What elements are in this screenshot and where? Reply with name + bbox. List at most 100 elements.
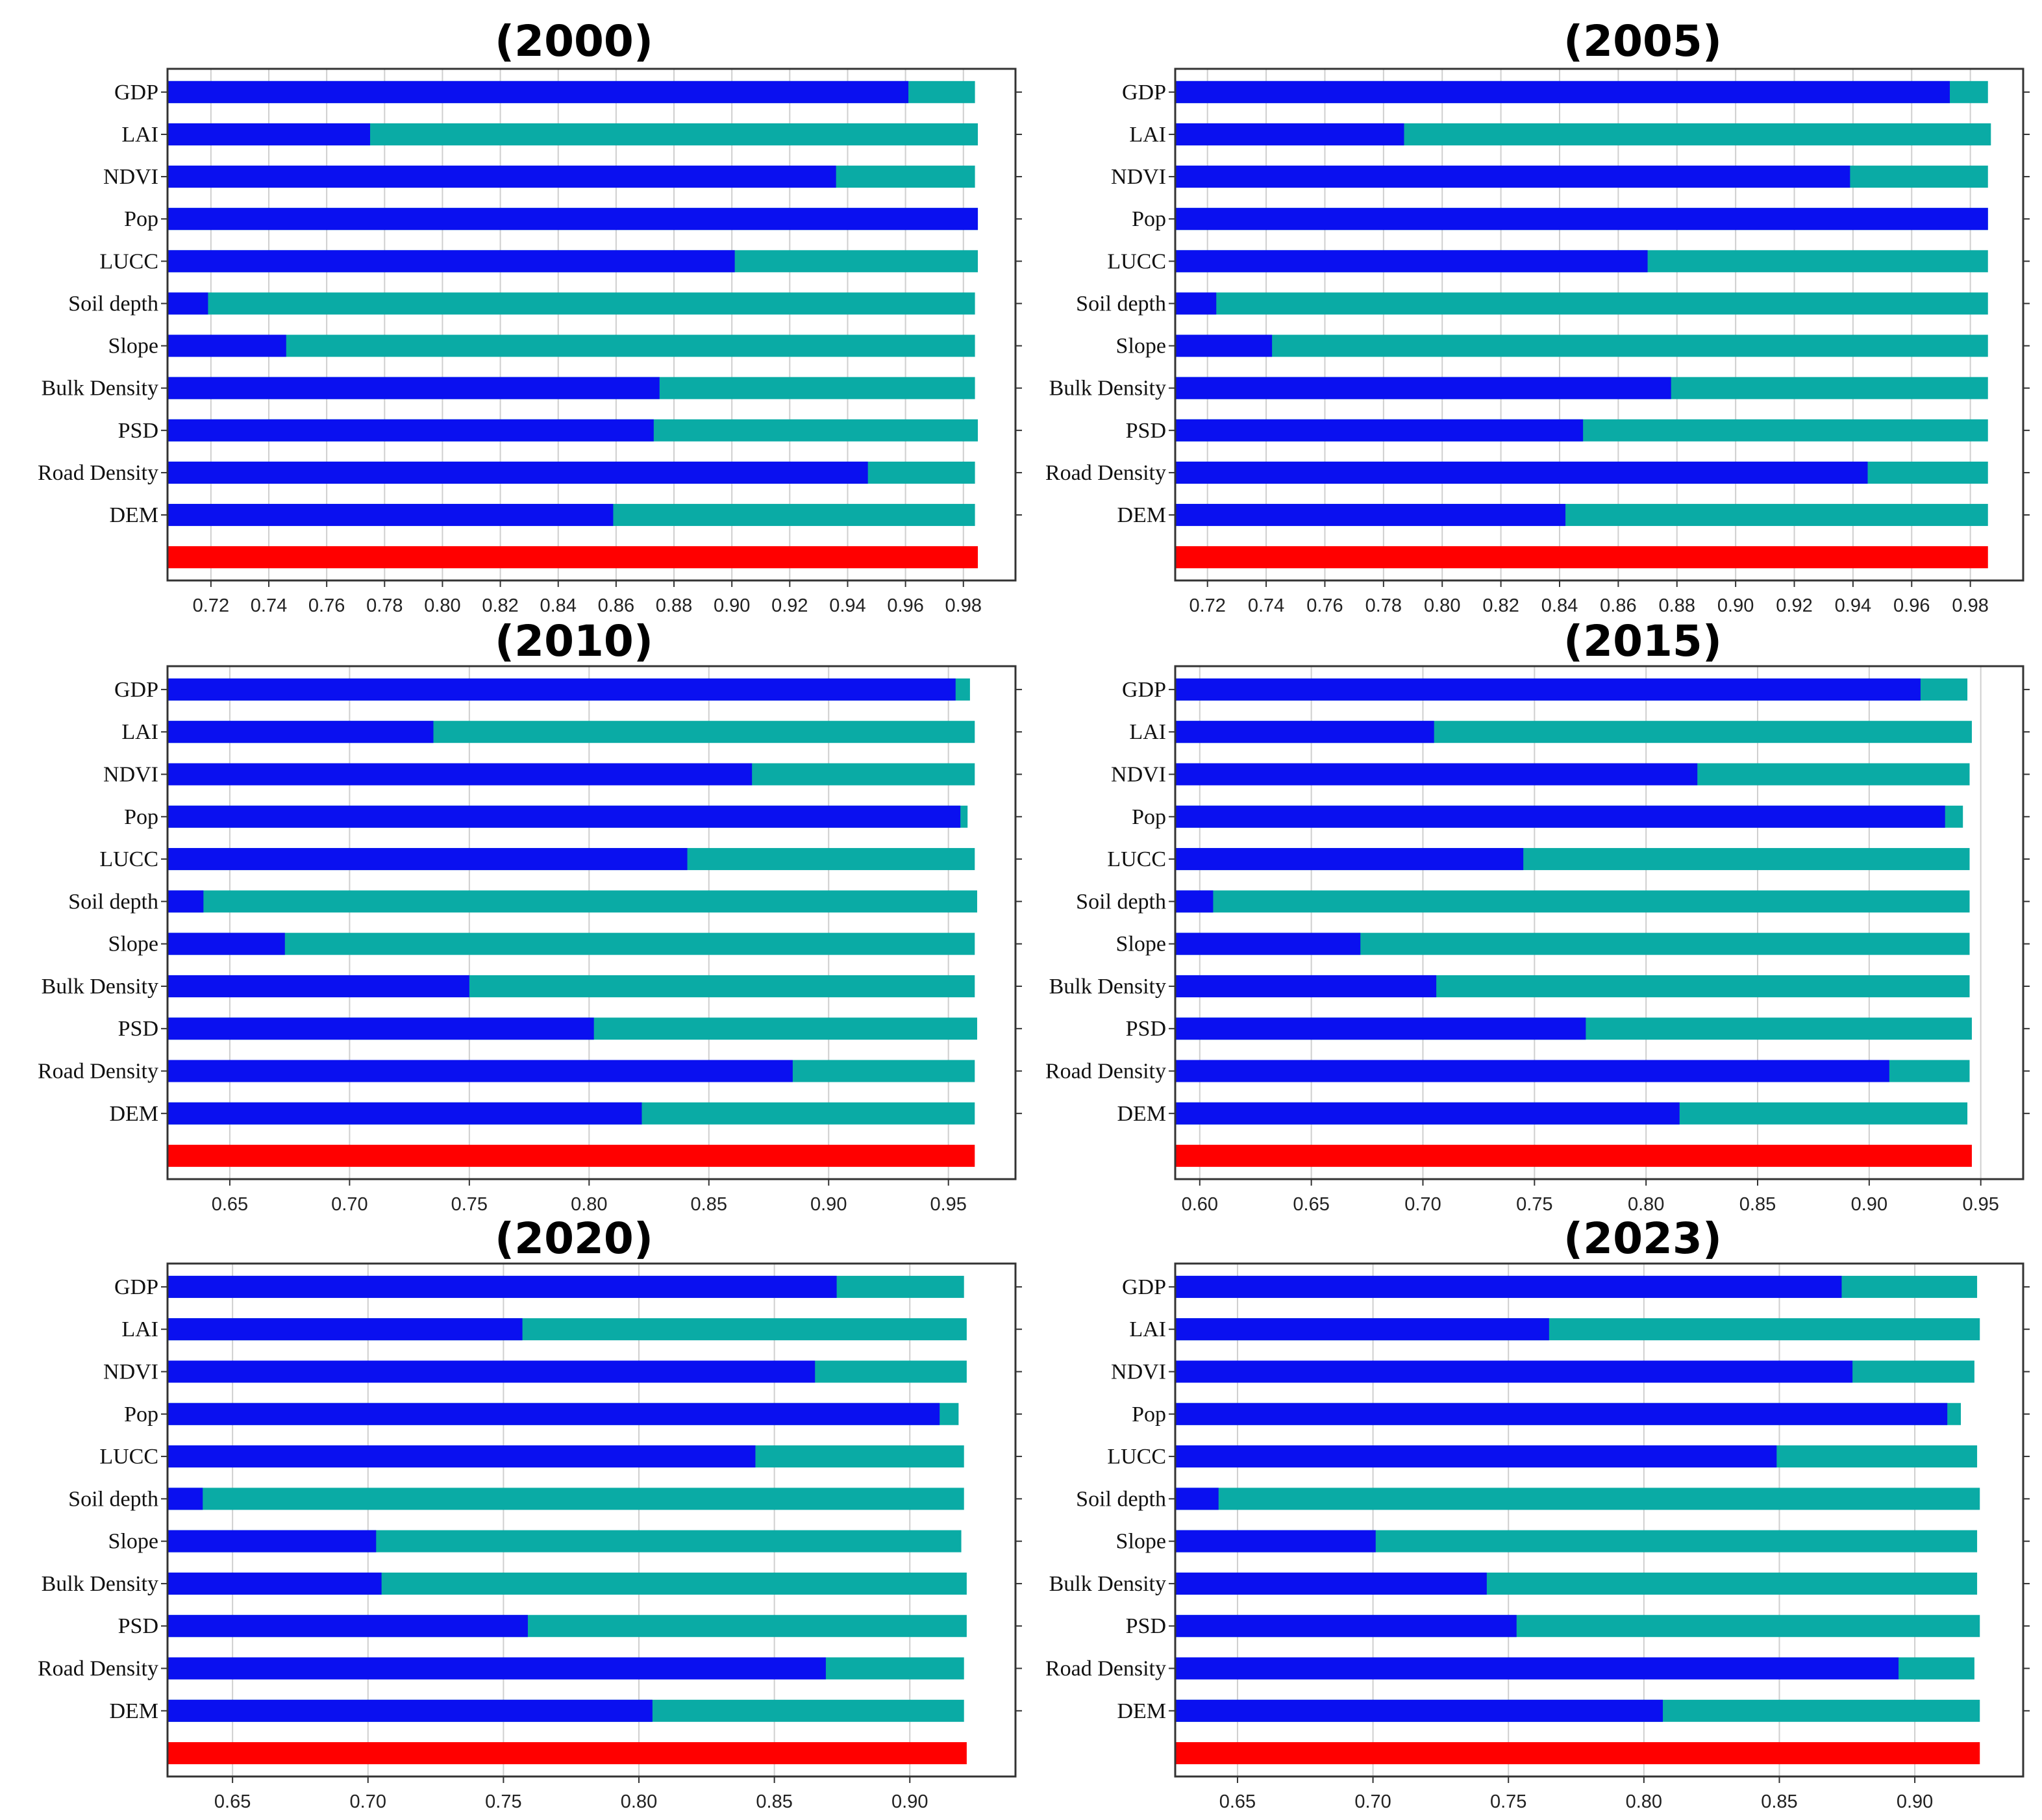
category-label: LAI — [121, 123, 158, 147]
x-tick-label: 0.90 — [891, 1791, 928, 1812]
value-bar — [168, 1445, 756, 1468]
category-label: DEM — [1117, 1699, 1166, 1723]
value-bar — [1175, 1657, 1899, 1680]
category-label: PSD — [118, 419, 158, 443]
category-label: Pop — [1132, 207, 1166, 231]
value-bar — [1175, 1530, 1376, 1552]
value-bar — [168, 932, 285, 955]
value-bar — [168, 81, 909, 103]
chart-panel-0: (2000) 0.72 0.74 0.76 0.78 0.80 0.82 0.84 0.86 0.… — [38, 16, 1022, 616]
plot-frame — [166, 1262, 1017, 1778]
total-bar — [1175, 1488, 1980, 1510]
category-label: LUCC — [1107, 1445, 1166, 1469]
value-bar — [168, 721, 434, 743]
x-tick-label: 0.74 — [251, 595, 287, 616]
value-bar — [168, 1318, 523, 1341]
value-bar — [1175, 1360, 1853, 1383]
plot-frame — [1174, 68, 2024, 582]
x-tick-label: 0.85 — [1761, 1791, 1797, 1812]
category-label: LAI — [1129, 1317, 1166, 1341]
x-tick-label: 0.88 — [1659, 595, 1695, 616]
x-tick-label: 0.85 — [1739, 1194, 1776, 1215]
category-label: Pop — [124, 805, 158, 829]
category-label: LUCC — [99, 249, 158, 273]
reference-bar — [1175, 1742, 1980, 1765]
value-bar — [168, 890, 204, 913]
value-bar — [1175, 848, 1524, 871]
x-tick-label: 0.92 — [771, 595, 808, 616]
x-tick-label: 0.78 — [366, 595, 403, 616]
x-tick-label: 0.94 — [1835, 595, 1871, 616]
reference-bar — [168, 1742, 967, 1765]
x-tick-label: 0.96 — [1893, 595, 1930, 616]
value-bar — [168, 1360, 816, 1383]
category-label: Slope — [1116, 1530, 1166, 1554]
x-tick-label: 0.70 — [1404, 1194, 1441, 1215]
total-bar — [1175, 292, 1988, 315]
total-bar — [168, 932, 975, 955]
category-label: GDP — [1122, 81, 1166, 105]
chart-panel-1: (2005) 0.72 0.74 0.76 0.78 0.80 0.82 0.84 0.86 0.… — [1045, 16, 2030, 616]
category-label: Road Density — [38, 1657, 158, 1681]
x-tick-label: 0.94 — [829, 595, 865, 616]
value-bar — [1175, 1488, 1219, 1510]
category-label: Road Density — [38, 461, 158, 485]
chart-title: (2005) — [1563, 16, 1722, 66]
category-label: PSD — [1126, 1017, 1166, 1041]
x-tick-label: 0.90 — [714, 595, 750, 616]
total-bar — [1175, 334, 1988, 357]
category-label: NDVI — [1111, 165, 1166, 189]
x-tick-label: 0.90 — [1897, 1791, 1933, 1812]
x-tick-label: 0.75 — [1490, 1791, 1526, 1812]
value-bar — [1175, 721, 1434, 743]
category-label: Slope — [1116, 932, 1166, 956]
total-bar — [168, 292, 975, 315]
x-tick-label: 0.80 — [621, 1791, 657, 1812]
value-bar — [168, 334, 286, 357]
plot-frame — [166, 68, 1017, 582]
value-bar — [168, 1102, 642, 1125]
x-tick-label: 0.92 — [1776, 595, 1812, 616]
chart-panel-4: (2020) 0.65 0.70 0.75 0.80 0.85 0.90 GDP LAI NDVI… — [38, 1214, 1022, 1812]
category-label: Bulk Density — [1049, 377, 1166, 401]
value-bar — [168, 1530, 377, 1552]
x-tick-label: 0.72 — [193, 595, 229, 616]
category-label: GDP — [114, 81, 158, 105]
category-label: LAI — [1129, 720, 1166, 744]
category-label: Pop — [1132, 805, 1166, 829]
category-label: LUCC — [1107, 249, 1166, 273]
x-tick-label: 0.65 — [1293, 1194, 1329, 1215]
value-bar — [1175, 166, 1850, 188]
category-label: Soil depth — [1076, 890, 1166, 914]
x-tick-label: 0.90 — [810, 1194, 847, 1215]
chart-title: (2020) — [495, 1214, 653, 1264]
chart-panel-2: (2010) 0.65 0.70 0.75 0.80 0.85 0.90 0.95 GDP LAI… — [38, 616, 1022, 1215]
x-tick-label: 0.70 — [331, 1194, 367, 1215]
x-tick-label: 0.60 — [1182, 1194, 1218, 1215]
category-label: DEM — [109, 1102, 158, 1126]
category-label: LAI — [1129, 123, 1166, 147]
x-tick-label: 0.86 — [1600, 595, 1636, 616]
value-bar — [168, 461, 868, 484]
value-bar — [1175, 1402, 1948, 1425]
chart-panel-3: (2015) 0.60 0.65 0.70 0.75 0.80 0.85 0.90 0.95 GD… — [1045, 616, 2030, 1215]
category-label: LUCC — [99, 847, 158, 871]
category-label: Road Density — [1045, 1657, 1166, 1681]
category-label: Bulk Density — [42, 1572, 158, 1596]
value-bar — [1175, 377, 1671, 399]
value-bar — [168, 1275, 837, 1298]
x-tick-label: 0.90 — [1851, 1194, 1887, 1215]
category-label: Slope — [1116, 334, 1166, 358]
value-bar — [168, 1572, 382, 1595]
value-bar — [168, 678, 956, 701]
total-bar — [168, 1488, 964, 1510]
chart-panel-5: (2023) 0.65 0.70 0.75 0.80 0.85 0.90 GDP LAI NDVI… — [1045, 1214, 2030, 1812]
value-bar — [1175, 208, 1988, 231]
category-label: PSD — [118, 1614, 158, 1638]
category-label: LAI — [121, 1317, 158, 1341]
x-tick-label: 0.84 — [1541, 595, 1578, 616]
category-label: NDVI — [1111, 762, 1166, 786]
value-bar — [168, 975, 469, 997]
value-bar — [168, 250, 735, 273]
